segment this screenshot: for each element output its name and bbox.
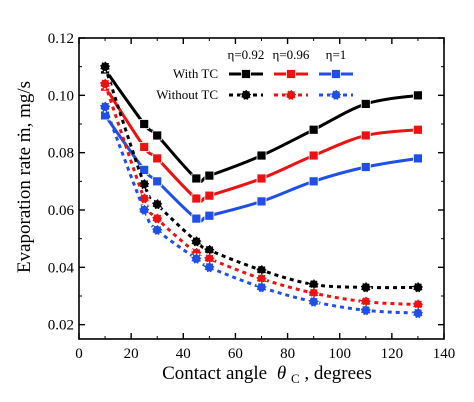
y-tick-label: 0.02 xyxy=(48,318,74,334)
data-point xyxy=(308,124,319,135)
x-tick-label: 40 xyxy=(176,346,191,362)
data-point xyxy=(139,119,150,129)
data-point xyxy=(190,235,203,248)
data-point xyxy=(360,99,371,109)
data-point xyxy=(413,90,423,101)
legend: η=0.92 η=0.96 η=1 With TC Without TC xyxy=(156,47,353,102)
data-point xyxy=(204,190,215,201)
series-without-tc xyxy=(99,78,424,311)
data-point xyxy=(99,60,111,73)
x-axis-title: Contact angle θ C , degrees xyxy=(162,363,372,388)
data-point xyxy=(256,173,267,184)
data-point xyxy=(360,162,371,172)
legend-column-header: η=0.92 xyxy=(228,47,265,62)
y-tick-label: 0.04 xyxy=(48,260,75,276)
data-point xyxy=(203,261,216,274)
data-point xyxy=(138,178,150,190)
y-tick-label: 0.06 xyxy=(48,203,75,219)
legend-swatch-marker xyxy=(240,89,252,101)
y-axis-title: Evaporation rate ṁ, mg/s xyxy=(14,81,35,273)
plot-frame xyxy=(78,37,445,340)
data-point xyxy=(151,212,164,225)
data-point xyxy=(151,224,164,236)
data-point xyxy=(412,307,424,320)
legend-swatch-marker xyxy=(285,89,297,101)
x-tick-label: 0 xyxy=(75,346,83,362)
data-point xyxy=(360,130,371,141)
legend-swatch-marker xyxy=(241,69,251,79)
data-point xyxy=(138,204,150,216)
data-point xyxy=(307,295,320,308)
x-axis-subscript: C xyxy=(291,371,300,386)
y-tick-label: 0.12 xyxy=(48,31,74,47)
data-point xyxy=(413,153,423,164)
data-point xyxy=(308,176,319,187)
data-point xyxy=(359,281,372,294)
x-tick-label: 20 xyxy=(124,346,139,362)
data-point xyxy=(191,173,202,184)
x-tick-label: 140 xyxy=(433,346,456,362)
ticks-layer: 0 20 40 60 80 100 120 140 0.02 0.04 0.06 0.08 0.10 0.… xyxy=(48,31,456,362)
x-tick-label: 120 xyxy=(381,346,404,362)
data-point xyxy=(99,78,111,90)
series-without-tc xyxy=(99,101,424,320)
data-point xyxy=(139,164,150,175)
legend-row-label: Without TC xyxy=(156,87,218,102)
x-axis-unit: , degrees xyxy=(304,363,372,384)
y-tick-label: 0.10 xyxy=(48,88,74,104)
data-point xyxy=(152,130,163,141)
data-point xyxy=(204,210,215,221)
y-tick-label: 0.08 xyxy=(48,146,74,162)
legend-column-header: η=0.96 xyxy=(273,47,310,62)
x-axis-label: Contact angle xyxy=(162,363,267,384)
legend-column-header: η=1 xyxy=(326,47,347,62)
legend-swatch-marker xyxy=(286,69,296,79)
x-tick-label: 100 xyxy=(328,346,351,362)
legend-swatch-marker xyxy=(330,89,342,101)
data-point xyxy=(204,170,215,181)
data-point xyxy=(412,281,424,294)
data-point xyxy=(152,153,163,164)
data-point xyxy=(190,252,203,265)
series-layer xyxy=(99,60,424,320)
x-tick-label: 80 xyxy=(280,346,295,362)
data-point xyxy=(191,213,202,224)
legend-row-label: With TC xyxy=(173,66,218,81)
data-point xyxy=(152,176,163,187)
data-point xyxy=(256,196,267,207)
data-point xyxy=(191,193,202,204)
series-without-tc xyxy=(99,60,424,294)
series-with-tc xyxy=(100,81,423,204)
data-point xyxy=(255,281,268,294)
legend-swatch-marker xyxy=(331,69,341,79)
data-point xyxy=(151,198,164,211)
data-point xyxy=(256,150,267,161)
x-tick-label: 60 xyxy=(228,346,243,362)
data-point xyxy=(308,150,319,161)
series-with-tc xyxy=(100,110,423,224)
data-point xyxy=(359,304,372,317)
data-point xyxy=(99,101,111,113)
x-axis-symbol: θ xyxy=(277,363,286,384)
data-point xyxy=(139,142,150,152)
data-point xyxy=(413,124,423,135)
